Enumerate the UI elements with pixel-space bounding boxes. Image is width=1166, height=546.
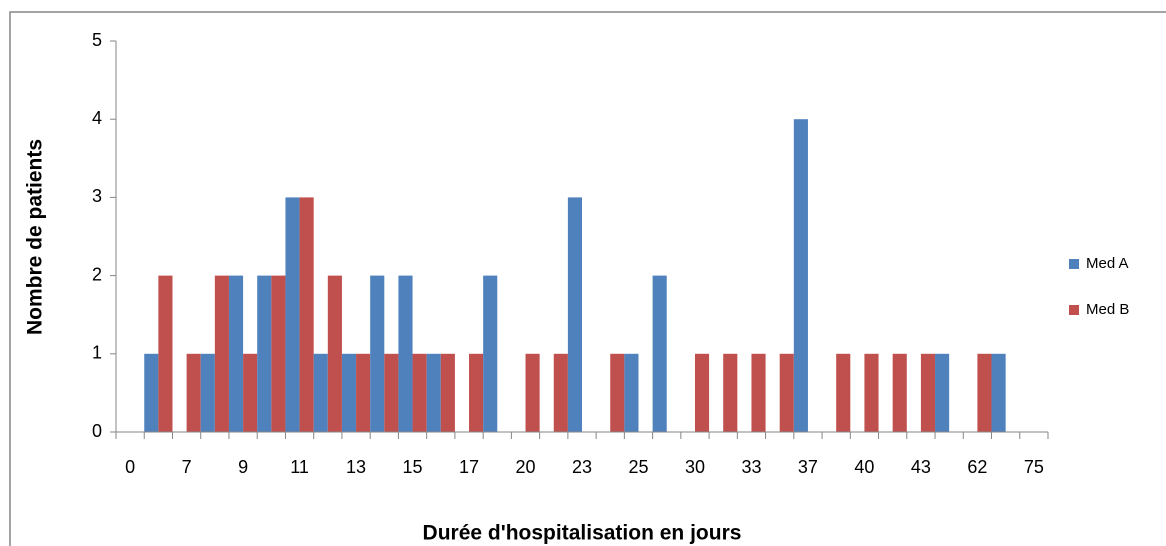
y-tick-label: 1 [92,343,102,363]
bar [469,353,484,432]
bar [327,275,342,432]
y-tick-label: 5 [92,30,102,50]
bar [751,353,766,432]
x-tick-label: 25 [628,457,648,477]
legend-swatch [1069,305,1079,315]
y-tick-label: 2 [92,264,102,284]
x-tick-label: 17 [459,457,479,477]
bar [440,353,455,432]
bar [384,353,399,432]
bar [412,353,427,432]
bar [257,275,272,432]
legend-label: Med B [1086,301,1129,318]
bar [723,353,738,432]
bar [200,353,215,432]
bar [285,197,300,432]
bar [214,275,229,432]
x-tick-label: 0 [125,457,135,477]
bar [977,353,992,432]
bar [991,353,1006,432]
y-tick-label: 3 [92,186,102,206]
legend-label: Med A [1086,255,1129,272]
bar [624,353,639,432]
bar [525,353,540,432]
bar [793,119,808,432]
x-tick-label: 62 [967,457,987,477]
x-tick-label: 40 [854,457,874,477]
bar [144,353,159,432]
bar [398,275,413,432]
x-tick-label: 11 [290,457,309,477]
x-tick-label: 13 [346,457,366,477]
bar [271,275,286,432]
bar [610,353,625,432]
bar [920,353,936,432]
x-tick-label: 30 [685,457,705,477]
bar [864,353,879,432]
x-axis-title: Durée d'hospitalisation en jours [423,522,742,545]
bar [341,353,357,432]
x-tick-label: 9 [238,457,248,477]
bar [426,353,441,432]
bar [892,353,907,432]
bar [483,275,498,432]
legend-swatch [1069,259,1079,269]
bar [652,275,667,432]
bar [299,197,314,432]
bar [356,353,371,432]
bar [935,353,950,432]
bar [370,275,385,432]
x-tick-label: 33 [741,457,761,477]
x-tick-label: 15 [403,457,423,477]
bar [694,353,710,432]
bar [158,275,173,432]
bar [567,197,582,432]
chart-frame [9,11,1166,546]
x-tick-label: 23 [572,457,592,477]
bar [186,353,201,432]
y-tick-label: 0 [92,421,102,441]
y-tick-label: 4 [92,108,102,128]
bar [228,275,244,432]
y-axis-title: Nombre de patients [24,139,47,335]
x-tick-label: 75 [1024,457,1044,477]
x-tick-label: 7 [182,457,192,477]
x-tick-label: 20 [515,457,535,477]
bar [779,353,794,432]
bar [243,353,258,432]
bar [553,353,568,432]
bar [836,353,851,432]
bar [313,353,328,432]
x-tick-label: 43 [911,457,931,477]
x-tick-label: 37 [798,457,818,477]
